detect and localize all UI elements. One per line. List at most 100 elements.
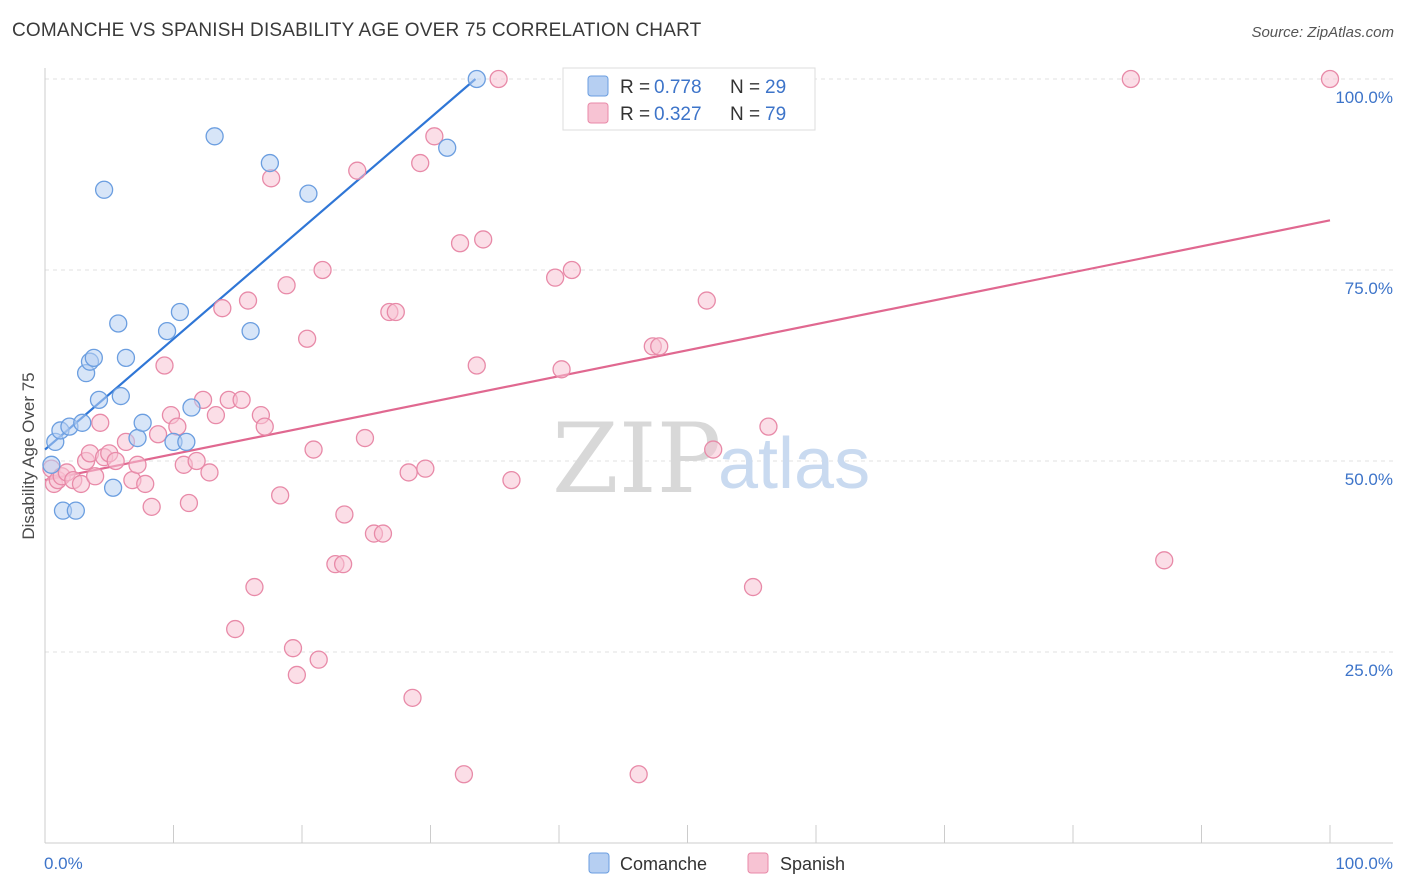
watermark: ZIP atlas (552, 403, 870, 515)
point-comanche (299, 184, 318, 203)
point-spanish (373, 524, 393, 543)
point-comanche (109, 314, 128, 333)
bottom-legend: Comanche Spanish (588, 852, 845, 874)
source-label: Source: ZipAtlas.com (1251, 24, 1394, 41)
point-comanche (111, 386, 130, 406)
point-comanche (438, 138, 457, 157)
point-spanish (403, 688, 422, 707)
point-spanish (1121, 69, 1140, 89)
point-spanish (232, 390, 251, 410)
bottom-legend-swatch-comanche (588, 852, 610, 874)
grid-layer (45, 78, 1393, 653)
point-comanche (89, 390, 109, 410)
point-spanish (155, 356, 174, 375)
point-spanish (277, 276, 296, 295)
point-comanche (170, 302, 190, 322)
point-comanche (66, 501, 85, 520)
point-spanish (467, 356, 486, 375)
legend-box: R = 0.778 N = 29 R = 0.327 N = 79 (562, 67, 816, 131)
point-spanish (297, 329, 317, 348)
points-layer (42, 69, 1340, 784)
point-spanish (1320, 69, 1340, 89)
watermark-atlas: atlas (718, 424, 870, 504)
point-comanche (133, 413, 152, 432)
point-comanche (205, 127, 224, 146)
legend-r-label-comanche: R = (620, 77, 650, 98)
point-spanish (502, 470, 521, 490)
point-spanish (454, 765, 474, 784)
point-spanish (474, 230, 493, 249)
point-spanish (91, 413, 110, 432)
point-spanish (450, 234, 470, 253)
point-spanish (148, 425, 168, 444)
trend-line-spanish (44, 219, 1331, 482)
trend-line-comanche (44, 78, 477, 451)
legend-r-value-spanish: 0.327 (654, 104, 702, 125)
point-spanish (245, 577, 264, 597)
point-spanish (128, 455, 147, 474)
point-comanche (241, 321, 260, 341)
point-spanish (697, 291, 716, 310)
bottom-legend-swatch-spanish (747, 852, 769, 874)
point-spanish (309, 650, 328, 669)
point-spanish (489, 69, 508, 89)
trend-layer (44, 78, 1331, 482)
legend-n-value-comanche: 29 (765, 77, 786, 98)
legend-r-value-comanche: 0.778 (654, 77, 702, 98)
watermark-zip: ZIP (552, 403, 721, 515)
point-comanche (84, 348, 103, 368)
y-tick-label-75: 75.0% (1345, 279, 1393, 298)
point-spanish (650, 337, 669, 356)
point-spanish (206, 406, 226, 425)
x-tick-label-max: 100.0% (1335, 854, 1393, 873)
point-spanish (255, 417, 274, 436)
point-comanche (73, 413, 92, 432)
point-spanish (704, 440, 723, 459)
point-comanche (42, 455, 61, 474)
point-spanish (168, 417, 187, 436)
bottom-legend-comanche: Comanche (620, 854, 707, 874)
point-spanish (238, 291, 258, 310)
point-spanish (348, 161, 367, 180)
point-spanish (1155, 551, 1174, 570)
point-spanish (743, 577, 763, 597)
point-spanish (333, 554, 353, 574)
point-spanish (629, 765, 648, 784)
point-spanish (304, 440, 323, 459)
point-comanche (103, 478, 123, 497)
legend-n-value-spanish: 79 (765, 104, 786, 125)
point-spanish (187, 451, 206, 471)
point-spanish (271, 486, 290, 505)
point-spanish (545, 268, 565, 287)
point-comanche (94, 180, 114, 199)
point-spanish (386, 302, 405, 322)
y-tick-labels: 25.0% 50.0% 75.0% 100.0% (1335, 88, 1393, 680)
point-comanche (177, 432, 196, 452)
point-spanish (416, 459, 435, 478)
point-spanish (287, 665, 307, 685)
point-spanish (283, 639, 303, 658)
y-tick-label-25: 25.0% (1345, 661, 1393, 680)
legend-swatch-comanche (587, 75, 609, 97)
chart-title: COMANCHE VS SPANISH DISABILITY AGE OVER … (12, 20, 702, 41)
x-tick-label-min: 0.0% (44, 854, 83, 873)
bottom-legend-spanish: Spanish (780, 854, 845, 874)
point-spanish (399, 463, 418, 482)
y-tick-label-100: 100.0% (1335, 88, 1393, 107)
point-comanche (467, 69, 486, 89)
point-spanish (411, 153, 430, 173)
point-spanish (313, 260, 332, 280)
point-comanche (182, 398, 201, 417)
point-spanish (85, 467, 105, 486)
point-comanche (116, 348, 136, 368)
legend-swatch-spanish (587, 102, 609, 124)
point-spanish (425, 127, 444, 146)
legend-n-label-spanish: N = (730, 104, 760, 125)
point-spanish (335, 505, 354, 524)
point-spanish (200, 463, 219, 482)
point-spanish (179, 493, 199, 513)
point-spanish (136, 474, 155, 494)
legend-r-label-spanish: R = (620, 104, 650, 125)
point-spanish (552, 360, 571, 379)
